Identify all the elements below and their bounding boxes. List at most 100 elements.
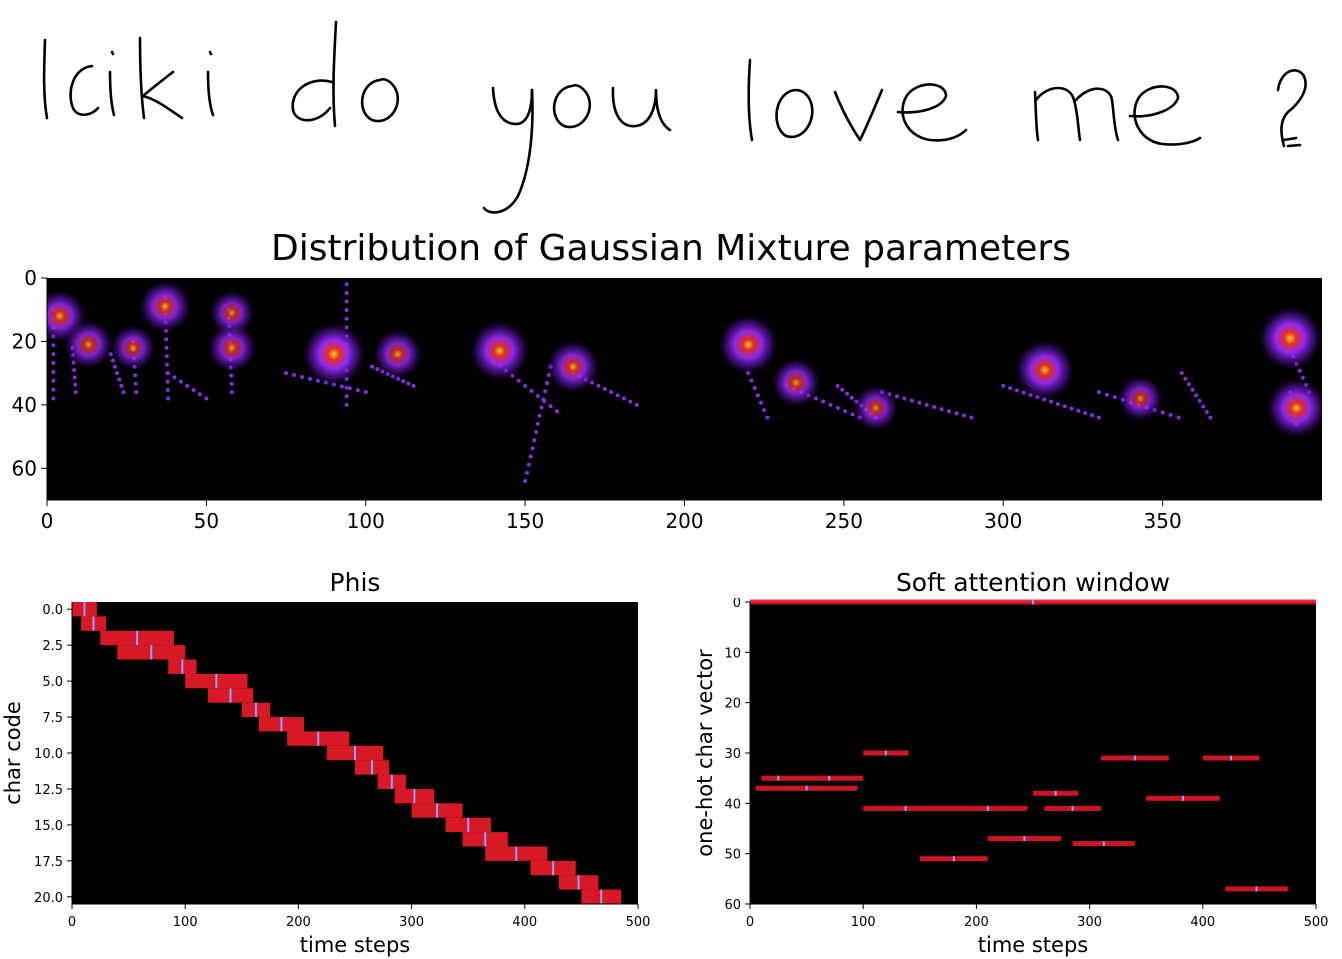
gmm-trace-point-76 xyxy=(344,299,349,304)
gmm-trace-point-75 xyxy=(344,290,349,295)
phis-x-tick-label-4: 400 xyxy=(512,915,537,930)
attention-peak-14 xyxy=(952,856,955,862)
gmm-x-tick-label-2: 100 xyxy=(347,509,385,533)
gmm-trace-point-147 xyxy=(821,399,826,404)
gmm-trace-point-204 xyxy=(1190,387,1195,392)
gmm-chart-title: Distribution of Gaussian Mixture paramet… xyxy=(271,228,1071,269)
gmm-trace-point-130 xyxy=(609,390,614,395)
attention-peak-3 xyxy=(1230,755,1233,761)
gmm-x-tick-label-3: 150 xyxy=(506,509,544,533)
gmm-trace-point-150 xyxy=(843,409,848,414)
phis-peak-1 xyxy=(92,616,95,631)
gmm-trace-point-48 xyxy=(185,383,190,388)
gmm-trace-point-50 xyxy=(198,392,202,397)
gmm-trace-point-51 xyxy=(204,396,209,401)
attention-peak-8 xyxy=(1181,795,1184,801)
gmm-trace-point-62 xyxy=(229,390,234,395)
gmm-trace-point-149 xyxy=(835,406,840,411)
gmm-heatmap-chart: 0 50 100 150 200 250 300 350 0 20 40 60 xyxy=(12,270,1322,533)
gmm-trace-point-209 xyxy=(1208,415,1213,420)
gmm-y-tick-label-1: 20 xyxy=(12,329,37,353)
gmm-trace-point-189 xyxy=(1096,415,1101,420)
gmm-trace-point-42 xyxy=(165,379,170,384)
gmm-trace-point-10 xyxy=(51,396,56,401)
gmm-x-tick-label-0: 0 xyxy=(41,509,54,533)
gmm-trace-point-200 xyxy=(1176,415,1181,420)
attention-y-tick-label-2: 20 xyxy=(724,697,741,712)
gmm-trace-point-128 xyxy=(596,383,601,388)
phis-x-tick-label-0: 0 xyxy=(68,915,76,930)
gmm-mixture-center-15 xyxy=(1258,306,1322,371)
gmm-mixture-center-1 xyxy=(63,319,114,370)
gmm-trace-point-129 xyxy=(602,387,607,391)
attention-y-tick-label-3: 30 xyxy=(724,747,741,762)
gmm-trace-point-188 xyxy=(1090,413,1095,418)
gmm-mixture-center-9 xyxy=(546,340,600,394)
gmm-trace-point-115 xyxy=(537,413,542,418)
phis-peak-8 xyxy=(280,717,283,732)
gmm-trace-point-121 xyxy=(526,462,531,467)
gmm-trace-point-74 xyxy=(344,282,349,287)
attention-peak-9 xyxy=(904,805,907,811)
gmm-trace-point-22 xyxy=(117,377,122,382)
gmm-mixture-center-13 xyxy=(1014,339,1075,401)
gmm-trace-point-8 xyxy=(51,378,56,383)
gmm-trace-point-172 xyxy=(954,411,959,416)
gmm-trace-point-154 xyxy=(840,387,845,392)
gmm-trace-point-60 xyxy=(229,373,234,378)
gmm-mixture-center-2 xyxy=(110,324,157,371)
gmm-trace-point-120 xyxy=(528,454,533,459)
attention-chart-title: Soft attention window xyxy=(895,568,1171,597)
gmm-trace-point-64 xyxy=(292,373,297,378)
attention-peak-6 xyxy=(805,785,808,791)
attention-peak-1 xyxy=(884,750,887,756)
gmm-trace-point-111 xyxy=(544,381,549,386)
gmm-x-tick-label-1: 50 xyxy=(194,509,219,533)
gmm-trace-point-169 xyxy=(932,404,937,409)
gmm-mixture-center-3 xyxy=(138,279,192,334)
gmm-trace-point-96 xyxy=(406,381,411,386)
gmm-trace-point-114 xyxy=(539,405,544,410)
gmm-trace-point-207 xyxy=(1201,404,1206,409)
gmm-x-tick-label-5: 250 xyxy=(825,509,863,533)
gmm-trace-point-153 xyxy=(835,383,840,388)
gmm-trace-point-190 xyxy=(1096,390,1101,395)
gmm-trace-point-104 xyxy=(529,388,534,393)
phis-y-tick-label-5: 12.5 xyxy=(34,783,63,798)
phis-x-axis-label: time steps xyxy=(300,933,411,957)
gmm-trace-point-186 xyxy=(1076,408,1081,413)
gmm-trace-point-61 xyxy=(229,381,234,386)
phis-peak-18 xyxy=(552,860,555,876)
gmm-trace-point-16 xyxy=(73,382,78,387)
phis-peak-10 xyxy=(354,745,356,761)
attention-heatmap-chart: 0 100 200 300 400 500 0 10 20 30 40 50 60 time steps o… xyxy=(693,598,1328,957)
gmm-trace-point-202 xyxy=(1183,376,1188,381)
phis-peak-12 xyxy=(390,774,393,789)
gmm-trace-point-184 xyxy=(1062,404,1067,409)
gmm-mixture-center-7 xyxy=(372,329,423,379)
phis-y-tick-label-6: 15.0 xyxy=(34,819,63,834)
handwriting-sample xyxy=(42,20,1307,214)
gmm-trace-point-155 xyxy=(845,391,850,396)
phis-peak-0 xyxy=(83,602,86,617)
attention-plot-area xyxy=(750,602,1316,904)
gmm-trace-point-134 xyxy=(634,402,639,407)
gmm-plot-area xyxy=(47,278,1322,500)
gmm-y-tick-label-3: 60 xyxy=(12,456,37,480)
gmm-trace-point-174 xyxy=(969,415,974,420)
attention-y-axis-label: one-hot char vector xyxy=(693,649,717,857)
gmm-trace-point-24 xyxy=(121,390,126,395)
phis-peak-4 xyxy=(181,659,184,674)
gmm-trace-point-15 xyxy=(72,375,77,380)
gmm-mixture-center-16 xyxy=(1266,377,1322,439)
attention-peak-12 xyxy=(1023,836,1026,842)
gmm-trace-point-20 xyxy=(113,364,117,369)
attention-x-tick-label-4: 400 xyxy=(1190,915,1215,930)
gmm-trace-point-107 xyxy=(548,404,553,409)
gmm-trace-point-21 xyxy=(115,371,120,376)
gmm-trace-point-132 xyxy=(621,396,626,401)
gmm-trace-point-175 xyxy=(1001,383,1006,388)
phis-peak-17 xyxy=(515,846,518,861)
gmm-mixture-center-10 xyxy=(718,314,779,375)
gmm-trace-point-97 xyxy=(411,383,416,388)
